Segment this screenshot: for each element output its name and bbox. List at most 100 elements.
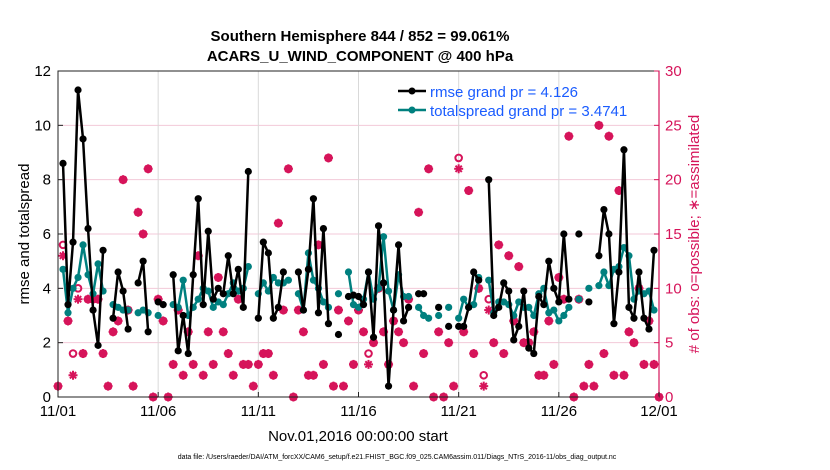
x-tick-label: 11/11 [241, 403, 276, 420]
rmse-point [79, 135, 87, 143]
assimilated-obs-marker [649, 359, 659, 369]
spread-point [460, 295, 468, 303]
rmse-point [294, 268, 302, 276]
assimilated-obs-marker [323, 153, 333, 163]
spread-point [415, 303, 423, 311]
y-tick-label: 0 [43, 389, 51, 406]
rmse-point [334, 330, 343, 339]
rmse-point [560, 230, 568, 238]
assimilated-obs-marker [544, 316, 554, 326]
assimilated-obs-marker [213, 272, 223, 282]
rmse-point [59, 159, 67, 167]
legend-spread-label: totalspread grand pr = 3.4741 [430, 103, 627, 120]
asterisk-stroke [229, 371, 238, 380]
asterisk-stroke [104, 382, 112, 390]
asterisk-stroke [224, 349, 233, 358]
spread-point [204, 287, 212, 295]
assimilated-obs-marker [108, 327, 118, 337]
asterisk-stroke [269, 371, 278, 380]
asterisk-stroke [69, 371, 77, 380]
asterisk-stroke [129, 382, 137, 390]
rmse-point [74, 86, 82, 94]
rmse-point [219, 290, 227, 298]
asterisk-stroke [479, 382, 488, 390]
assimilated-obs-marker [68, 370, 78, 380]
assimilated-obs-marker [434, 327, 444, 337]
spread-point [555, 317, 563, 325]
asterisk-stroke [419, 349, 428, 358]
rmse-point [490, 311, 498, 320]
rmse-point [640, 314, 648, 322]
rmse-point [625, 303, 633, 311]
rmse-point [99, 246, 107, 254]
assimilated-obs-marker [118, 175, 128, 185]
assimilated-obs-marker [333, 305, 343, 315]
rmse-point [159, 301, 167, 309]
y-tick-label: 6 [43, 226, 51, 243]
assimilated-obs-marker [419, 349, 429, 359]
series-layer [53, 86, 664, 402]
rmse-point [399, 317, 408, 325]
spread-point [455, 314, 463, 322]
assimilated-obs-marker [394, 327, 404, 337]
y-tick-label: 2 [43, 335, 51, 352]
asterisk-stroke [434, 327, 443, 336]
asterisk-stroke [369, 338, 378, 347]
assimilated-obs-marker [228, 370, 238, 380]
rmse-point [394, 241, 403, 249]
asterisk-stroke [610, 371, 618, 380]
assimilated-obs-marker [494, 240, 504, 250]
rmse-point [314, 309, 323, 317]
assimilated-obs-marker [619, 370, 629, 380]
spread-point [384, 287, 393, 295]
rmse-point [470, 268, 478, 276]
asterisk-stroke [394, 327, 403, 336]
y-tick-label: 8 [43, 172, 51, 189]
asterisk-stroke [630, 338, 638, 347]
assimilated-obs-marker [624, 327, 634, 337]
y2-tick-label: 15 [665, 226, 682, 243]
asterisk-stroke [414, 208, 423, 217]
asterisk-stroke [424, 164, 433, 173]
asterisk-stroke [284, 164, 293, 173]
rmse-point [134, 279, 142, 287]
assimilated-obs-marker [253, 359, 263, 369]
legend: rmse grand pr = 4.126 totalspread grand … [398, 84, 627, 120]
assimilated-obs-marker [328, 381, 338, 391]
assimilated-obs-marker [298, 327, 308, 337]
asterisk-stroke [209, 360, 218, 369]
assimilated-obs-marker [318, 359, 328, 369]
rmse-point [565, 295, 573, 303]
rmse-point [89, 306, 97, 314]
assimilated-obs-marker [609, 370, 619, 380]
rmse-point [610, 320, 618, 328]
assimilated-obs-marker [414, 207, 424, 217]
rmse-point [274, 303, 282, 311]
assimilated-obs-marker [218, 327, 228, 337]
assimilated-obs-marker [479, 381, 489, 391]
rmse-point [645, 325, 653, 333]
assimilated-obs-marker [343, 316, 353, 326]
spread-point [650, 306, 658, 314]
chart-title: Southern Hemisphere 844 / 852 = 99.061% [211, 28, 510, 45]
spread-point [485, 276, 493, 284]
y2-tick-label: 0 [665, 389, 673, 406]
rmse-point [179, 311, 187, 320]
asterisk-stroke [339, 382, 348, 390]
assimilated-obs-marker [639, 359, 649, 369]
rmse-point [309, 195, 318, 203]
asterisk-stroke [299, 327, 308, 336]
rmse-point [234, 265, 242, 273]
assimilated-obs-marker [359, 327, 369, 337]
asterisk-stroke [334, 306, 343, 314]
y2-tick-label: 5 [665, 335, 673, 352]
assimilated-obs-marker [424, 164, 434, 174]
asterisk-stroke [469, 349, 478, 358]
asterisk-stroke [484, 306, 493, 314]
spread-point [334, 290, 343, 298]
rmse-point [124, 325, 132, 333]
rmse-point [605, 230, 613, 238]
asterisk-stroke [249, 382, 258, 390]
asterisk-stroke [74, 295, 82, 304]
asterisk-stroke [79, 349, 87, 358]
